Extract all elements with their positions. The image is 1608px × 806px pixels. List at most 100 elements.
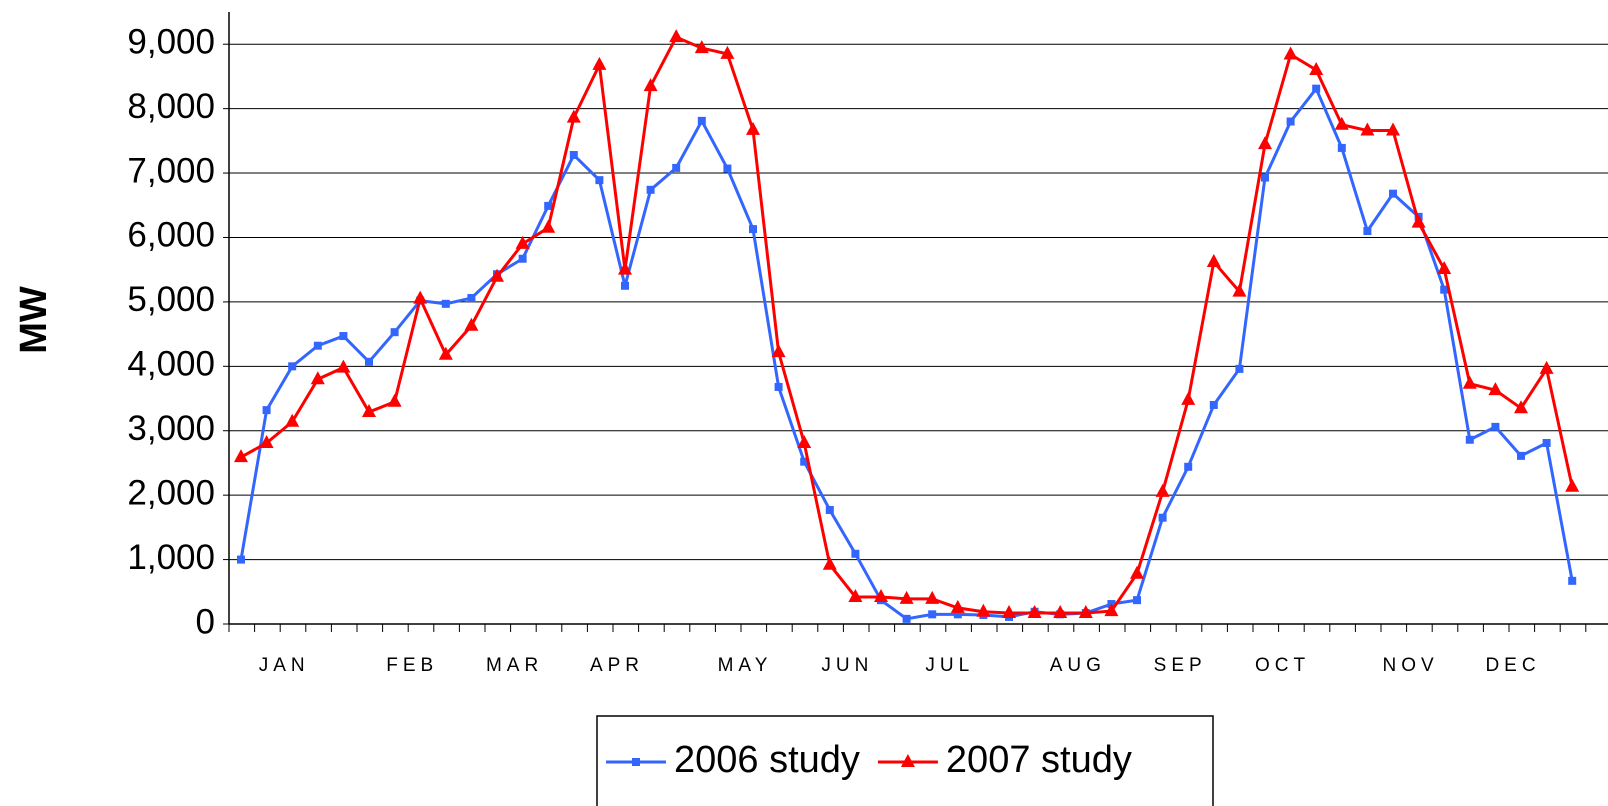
marker	[1181, 391, 1196, 405]
x-tick-label: AUG	[1050, 655, 1106, 676]
marker	[928, 610, 937, 619]
marker	[746, 121, 760, 135]
marker	[1514, 400, 1528, 414]
marker	[438, 346, 453, 360]
legend: 2006 study 2007 study	[596, 715, 1214, 806]
marker	[953, 610, 962, 619]
marker	[1334, 116, 1349, 130]
marker	[1386, 122, 1400, 136]
marker	[1542, 438, 1551, 447]
legend-marker	[900, 754, 915, 767]
marker	[848, 588, 863, 602]
marker	[262, 406, 271, 415]
x-tick-label: DEC	[1485, 655, 1540, 676]
marker	[544, 201, 553, 210]
marker	[1440, 285, 1449, 294]
legend-marker	[632, 758, 640, 766]
marker	[285, 413, 300, 427]
marker	[899, 590, 914, 604]
y-tick-label: 9,000	[127, 22, 215, 61]
y-tick-label: 4,000	[127, 345, 215, 384]
marker	[1360, 122, 1375, 136]
marker	[490, 268, 504, 282]
marker	[976, 603, 991, 617]
marker	[672, 163, 681, 172]
marker	[467, 294, 476, 303]
marker	[697, 116, 706, 125]
marker	[518, 254, 527, 263]
marker	[1078, 605, 1093, 619]
y-tick-label: 1,000	[127, 538, 215, 577]
marker	[310, 371, 325, 385]
marker	[595, 176, 604, 185]
marker	[1184, 462, 1193, 471]
marker	[413, 290, 428, 304]
marker	[1104, 603, 1119, 617]
y-tick-label: 8,000	[127, 87, 215, 126]
marker	[1337, 143, 1346, 152]
x-tick-label: OCT	[1255, 655, 1310, 676]
marker	[1235, 364, 1244, 373]
marker	[771, 344, 786, 358]
marker	[234, 449, 248, 463]
x-tick-label: APR	[590, 655, 644, 676]
marker	[822, 556, 837, 570]
marker	[464, 317, 479, 331]
marker	[1133, 596, 1141, 605]
marker	[1565, 478, 1580, 492]
legend-label: 2007 study	[946, 739, 1132, 781]
marker	[1027, 605, 1042, 619]
marker	[1389, 189, 1397, 198]
marker	[1312, 84, 1321, 93]
marker	[720, 45, 735, 59]
marker	[569, 151, 578, 160]
y-axis-label: MW	[13, 286, 55, 354]
marker	[1539, 360, 1554, 374]
y-tick-label: 0	[196, 602, 215, 641]
marker	[825, 505, 834, 514]
marker	[1363, 227, 1372, 236]
x-tick-label: NOV	[1383, 655, 1439, 676]
marker	[618, 261, 632, 275]
x-tick-label: FEB	[386, 655, 438, 676]
marker	[646, 185, 655, 194]
x-tick-label: JAN	[259, 655, 310, 676]
marker	[390, 328, 399, 337]
y-tick-label: 5,000	[127, 280, 215, 319]
marker	[643, 78, 658, 92]
x-tick-label: SEP	[1154, 655, 1207, 676]
marker	[1002, 605, 1016, 619]
y-tick-label: 3,000	[127, 409, 215, 448]
marker	[1209, 400, 1218, 409]
series-line	[239, 85, 1574, 621]
marker	[950, 599, 965, 613]
marker	[541, 219, 556, 233]
marker	[1568, 576, 1577, 585]
marker	[800, 457, 809, 466]
y-tick-label: 2,000	[127, 473, 215, 512]
marker	[797, 434, 812, 448]
marker	[1053, 605, 1068, 619]
marker	[1283, 46, 1298, 60]
marker	[387, 393, 402, 407]
marker	[1158, 513, 1167, 522]
marker	[259, 434, 274, 448]
marker	[1258, 136, 1272, 150]
y-tick-label: 6,000	[127, 216, 215, 255]
marker	[288, 362, 297, 371]
marker	[1488, 382, 1503, 396]
marker	[441, 299, 450, 308]
marker	[1411, 214, 1426, 228]
marker	[749, 225, 757, 234]
marker	[515, 235, 530, 249]
marker	[1437, 261, 1452, 275]
marker	[1491, 422, 1500, 431]
marker	[1130, 565, 1144, 579]
marker	[925, 590, 940, 604]
marker	[621, 281, 629, 290]
marker	[774, 382, 783, 391]
marker	[1206, 253, 1221, 267]
x-tick-label: MAY	[718, 655, 773, 676]
